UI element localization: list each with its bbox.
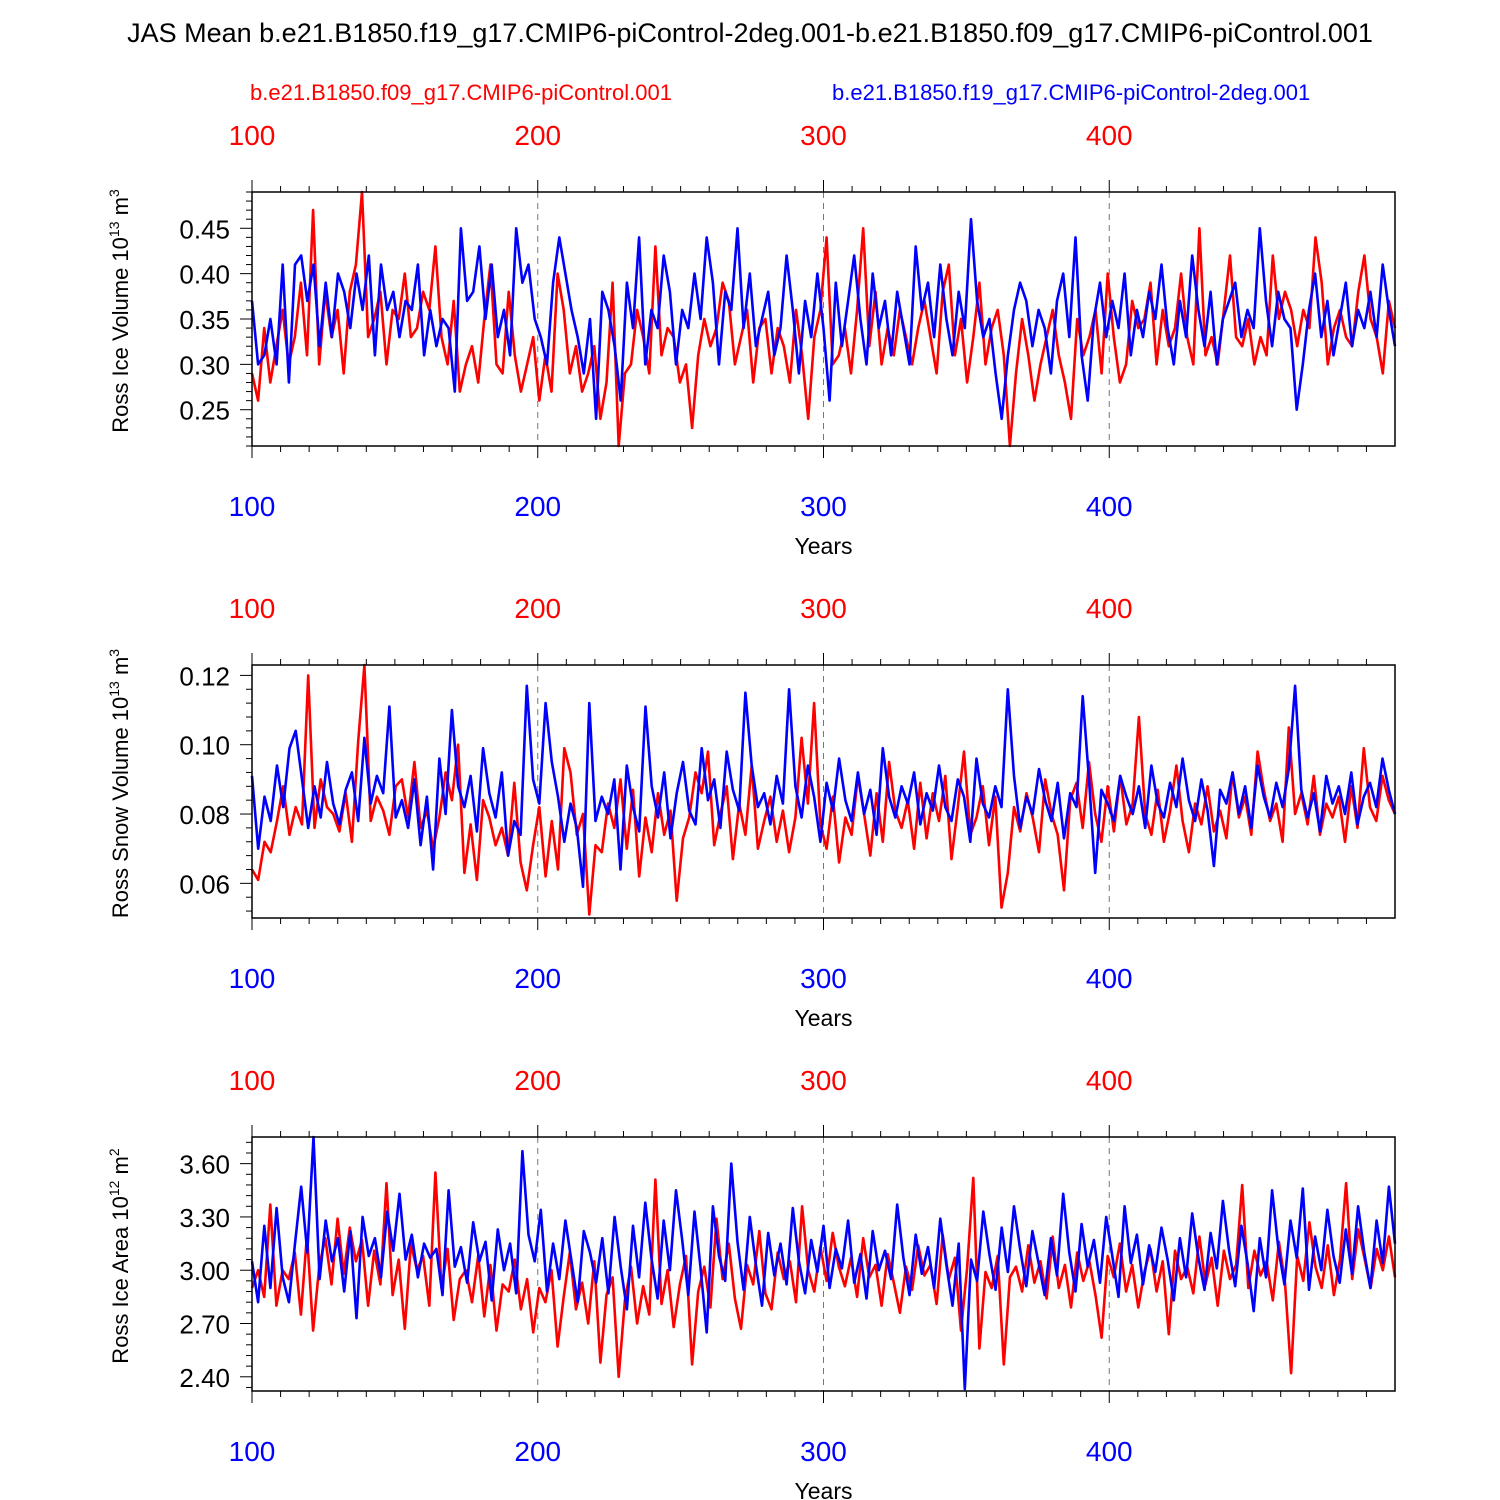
y-axis-label-exponent: 12 bbox=[106, 1180, 122, 1196]
x-tick-label-top: 100 bbox=[229, 120, 276, 151]
series-line-case1 bbox=[250, 190, 1397, 448]
y-tick-label: 0.06 bbox=[179, 869, 230, 899]
x-axis-label: Years bbox=[795, 1005, 853, 1031]
x-tick-label-bottom: 400 bbox=[1086, 963, 1133, 994]
y-axis-label-part: m bbox=[108, 657, 133, 681]
x-tick-label-bottom: 400 bbox=[1086, 1436, 1133, 1467]
y-axis-label: Ross Ice Volume 1013 m3 bbox=[106, 189, 133, 433]
y-tick-label: 0.12 bbox=[179, 661, 230, 691]
x-tick-label-bottom: 200 bbox=[514, 491, 561, 522]
x-tick-label-top: 100 bbox=[229, 1065, 276, 1096]
y-axis-label-part: Ross Snow Volume 10 bbox=[108, 697, 133, 918]
y-tick-label: 0.08 bbox=[179, 800, 230, 830]
y-tick-label: 0.45 bbox=[179, 214, 230, 244]
y-axis-label-exponent: 13 bbox=[106, 221, 122, 237]
x-tick-label-bottom: 100 bbox=[229, 963, 276, 994]
x-tick-label-top: 200 bbox=[514, 1065, 561, 1096]
y-tick-label: 3.00 bbox=[179, 1256, 230, 1286]
x-tick-label-bottom: 100 bbox=[229, 1436, 276, 1467]
x-tick-label-top: 400 bbox=[1086, 593, 1133, 624]
y-tick-label: 2.40 bbox=[179, 1363, 230, 1393]
y-axis-label-part: Ross Ice Volume 10 bbox=[108, 237, 133, 433]
y-axis-label-exponent: 13 bbox=[106, 681, 122, 697]
y-tick-label: 2.70 bbox=[179, 1310, 230, 1340]
y-axis-label-part: Ross Ice Area 10 bbox=[108, 1196, 133, 1364]
x-axis-label: Years bbox=[795, 533, 853, 559]
x-tick-label-bottom: 100 bbox=[229, 491, 276, 522]
series-line-case2 bbox=[250, 1135, 1397, 1391]
x-tick-label-top: 400 bbox=[1086, 1065, 1133, 1096]
x-axis-label: Years bbox=[795, 1478, 853, 1500]
y-axis-label-exponent: 2 bbox=[106, 1148, 122, 1156]
legend-case1: b.e21.B1850.f09_g17.CMIP6-piControl.001 bbox=[250, 80, 672, 105]
x-tick-label-bottom: 300 bbox=[800, 963, 847, 994]
series-line-case2 bbox=[250, 684, 1397, 889]
y-axis-label-exponent: 3 bbox=[106, 649, 122, 657]
y-tick-label: 0.35 bbox=[179, 305, 230, 335]
x-tick-label-top: 200 bbox=[514, 593, 561, 624]
x-tick-label-bottom: 300 bbox=[800, 491, 847, 522]
series-line-case2 bbox=[250, 217, 1397, 421]
x-tick-label-top: 300 bbox=[800, 120, 847, 151]
x-tick-label-bottom: 200 bbox=[514, 963, 561, 994]
y-axis-label-exponent: 3 bbox=[106, 189, 122, 197]
y-tick-label: 0.25 bbox=[179, 396, 230, 426]
y-tick-label: 0.40 bbox=[179, 260, 230, 290]
y-tick-label: 3.30 bbox=[179, 1203, 230, 1233]
x-tick-label-top: 100 bbox=[229, 593, 276, 624]
y-tick-label: 0.10 bbox=[179, 731, 230, 761]
x-tick-label-bottom: 300 bbox=[800, 1436, 847, 1467]
x-tick-label-top: 300 bbox=[800, 1065, 847, 1096]
y-axis-label: Ross Snow Volume 1013 m3 bbox=[106, 649, 133, 918]
x-tick-label-top: 300 bbox=[800, 593, 847, 624]
y-tick-label: 0.30 bbox=[179, 350, 230, 380]
x-tick-label-top: 200 bbox=[514, 120, 561, 151]
page-title: JAS Mean b.e21.B1850.f19_g17.CMIP6-piCon… bbox=[127, 18, 1373, 48]
x-tick-label-bottom: 400 bbox=[1086, 491, 1133, 522]
y-axis-label-part: m bbox=[108, 197, 133, 221]
legend-case2: b.e21.B1850.f19_g17.CMIP6-piControl-2deg… bbox=[832, 80, 1311, 105]
y-axis-label-part: m bbox=[108, 1156, 133, 1180]
x-tick-label-top: 400 bbox=[1086, 120, 1133, 151]
x-tick-label-bottom: 200 bbox=[514, 1436, 561, 1467]
y-axis-label: Ross Ice Area 1012 m2 bbox=[106, 1148, 133, 1364]
y-tick-label: 3.60 bbox=[179, 1150, 230, 1180]
